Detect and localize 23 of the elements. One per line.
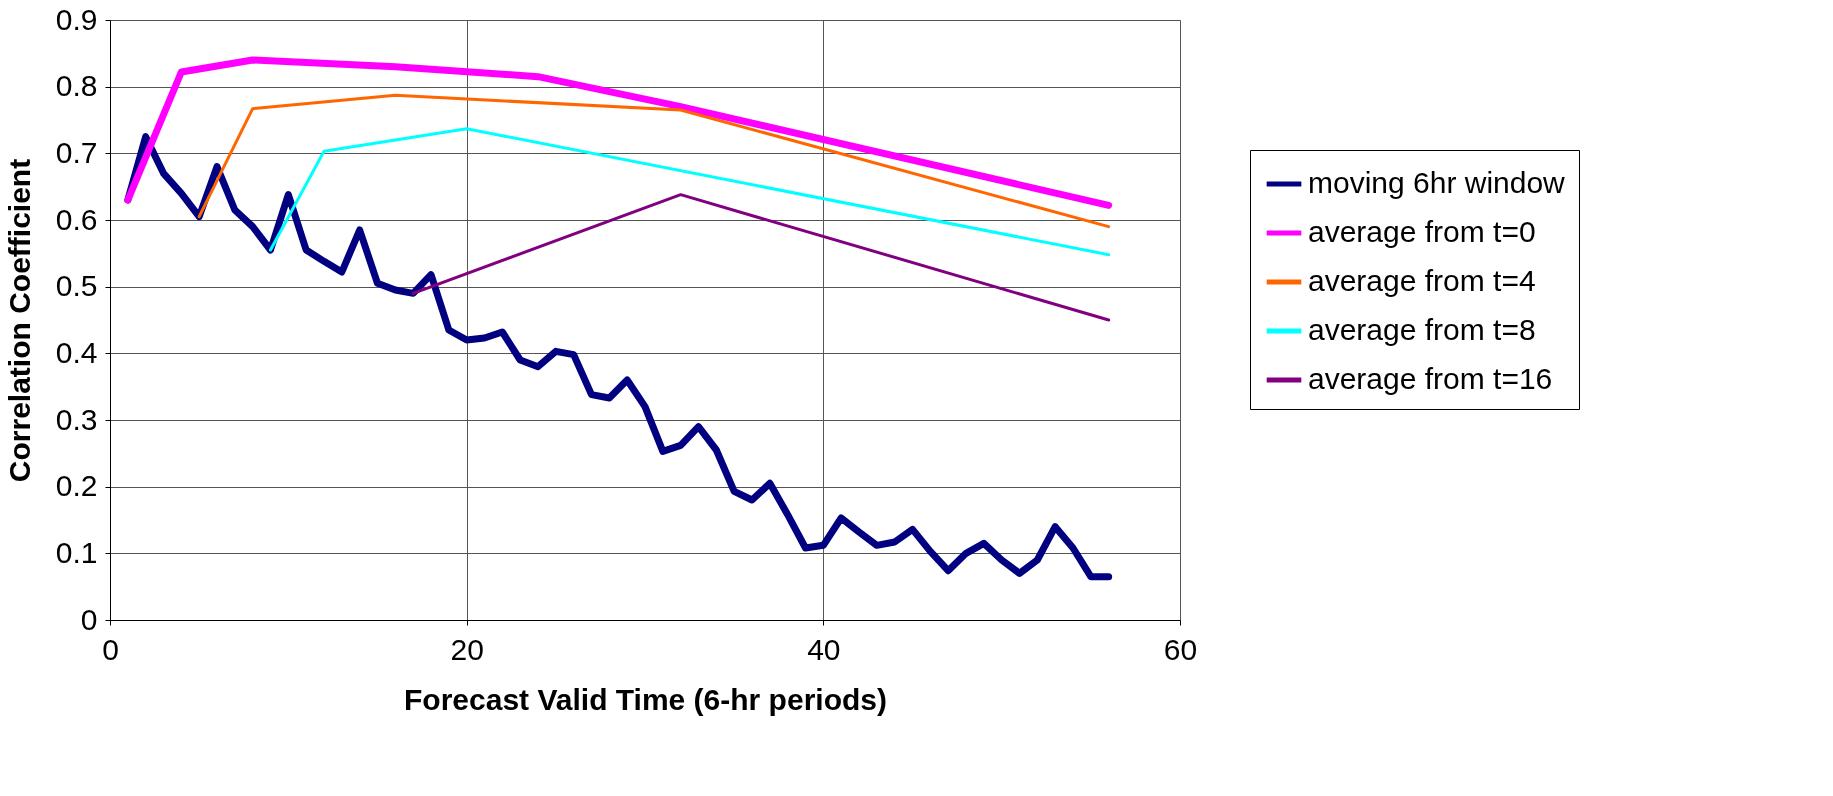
y-tick-label: 0.9 — [55, 2, 98, 36]
y-tick-label: 0.6 — [55, 202, 98, 236]
y-tick-label: 0.5 — [55, 269, 98, 303]
line-series — [197, 93, 1111, 229]
x-tick-label: 20 — [450, 632, 484, 666]
legend-label: average from t=4 — [1308, 264, 1536, 297]
legend-label: average from t=16 — [1308, 362, 1553, 395]
y-tick-label: 0.3 — [55, 402, 98, 436]
legend-label: moving 6hr window — [1308, 166, 1566, 199]
y-tick-label: 0.4 — [55, 335, 98, 369]
x-axis-title: Forecast Valid Time (6-hr periods) — [404, 682, 887, 716]
x-tick-label: 60 — [1163, 632, 1198, 666]
y-tick-label: 0.2 — [55, 469, 98, 503]
line-series — [269, 127, 1111, 257]
x-tick-label: 0 — [102, 632, 119, 666]
legend-label: average from t=8 — [1308, 313, 1536, 346]
x-tick-label: 40 — [807, 632, 841, 666]
y-tick-label: 0.1 — [55, 535, 98, 569]
y-axis-title: Correlation Coefficient — [2, 158, 36, 483]
y-tick-label: 0.8 — [55, 69, 98, 103]
y-tick-label: 0.7 — [55, 135, 98, 169]
legend-label: average from t=0 — [1308, 215, 1536, 248]
y-tick-label: 0 — [80, 602, 98, 636]
